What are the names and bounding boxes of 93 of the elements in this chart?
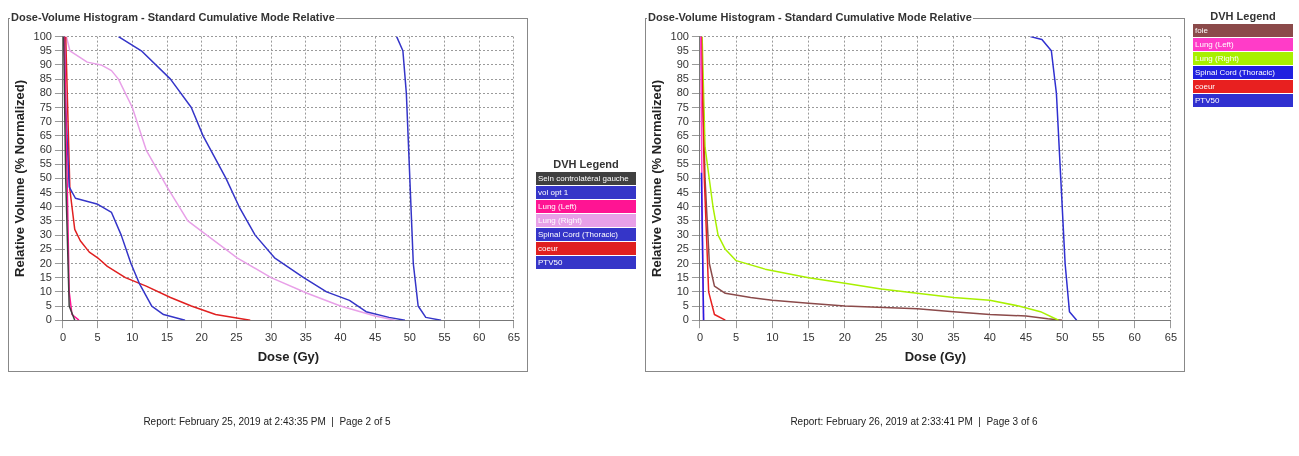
x-tick-label: 30 bbox=[264, 330, 278, 343]
text: coeur bbox=[536, 242, 636, 255]
x-tick-label: 45 bbox=[1019, 330, 1033, 343]
y-axis-title: Relative Volume (% Normalized) bbox=[12, 79, 28, 277]
x-tick-label: 15 bbox=[160, 330, 174, 343]
x-tick-label: 40 bbox=[983, 330, 996, 343]
y-tick-label: 5 bbox=[682, 299, 689, 312]
text: Lung (Left) bbox=[536, 200, 636, 213]
x-tick-label: 15 bbox=[802, 330, 815, 343]
x-tick-label: 25 bbox=[230, 330, 243, 343]
y-tick-label: 5 bbox=[45, 299, 52, 312]
x-axis-title: Dose (Gy) bbox=[257, 348, 320, 364]
y-tick-label: 90 bbox=[676, 57, 689, 70]
text: Lung (Right) bbox=[1193, 52, 1293, 65]
x-tick-label: 20 bbox=[195, 330, 208, 343]
x-tick-label: 10 bbox=[126, 330, 139, 343]
y-tick-label: 60 bbox=[676, 143, 689, 156]
y-tick-label: 20 bbox=[39, 256, 52, 269]
x-tick-label: 0 bbox=[696, 330, 704, 343]
text: Sein controlatéral gauche bbox=[536, 172, 636, 185]
x-tick-label: 60 bbox=[473, 330, 486, 343]
x-tick-label: 5 bbox=[94, 330, 101, 343]
y-tick-label: 75 bbox=[676, 100, 689, 113]
x-tick-label: 35 bbox=[299, 330, 312, 343]
y-tick-label: 70 bbox=[39, 114, 52, 127]
x-tick-label: 25 bbox=[874, 330, 888, 343]
y-tick-label: 65 bbox=[676, 128, 689, 141]
y-tick-label: 95 bbox=[676, 43, 689, 56]
x-tick-label: 65 bbox=[507, 330, 521, 343]
text: Spinal Cord (Thoracic) bbox=[1193, 66, 1293, 79]
x-tick-label: 0 bbox=[59, 330, 67, 343]
text: coeur bbox=[1193, 80, 1293, 93]
x-tick-label: 45 bbox=[369, 330, 382, 343]
text: Report: February 26, 2019 at 2:33:41 PM | Page 3 of 6 bbox=[789, 416, 1039, 427]
text: PTV50 bbox=[536, 256, 636, 269]
x-tick-label: 10 bbox=[766, 330, 779, 343]
y-tick-label: 15 bbox=[39, 270, 52, 283]
y-tick-label: 45 bbox=[676, 185, 689, 198]
y-tick-label: 25 bbox=[39, 242, 52, 255]
y-tick-label: 65 bbox=[39, 128, 52, 141]
y-tick-label: 55 bbox=[39, 157, 52, 170]
x-tick-label: 65 bbox=[1164, 330, 1178, 343]
y-tick-label: 85 bbox=[676, 72, 689, 85]
y-tick-label: 25 bbox=[676, 242, 689, 255]
x-tick-label: 35 bbox=[947, 330, 960, 343]
text: Lung (Right) bbox=[536, 214, 636, 227]
text: foie bbox=[1193, 24, 1293, 37]
y-tick-label: 20 bbox=[676, 256, 689, 269]
y-tick-label: 10 bbox=[676, 284, 689, 297]
y-tick-label: 90 bbox=[39, 57, 52, 70]
y-tick-label: 85 bbox=[39, 72, 52, 85]
x-tick-label: 55 bbox=[1092, 330, 1105, 343]
y-tick-label: 45 bbox=[39, 185, 52, 198]
y-tick-label: 35 bbox=[39, 213, 52, 226]
y-tick-label: 70 bbox=[676, 114, 689, 127]
y-tick-label: 50 bbox=[39, 171, 52, 184]
chart-title: Dose-Volume Histogram - Standard Cumulative Mode Relative bbox=[10, 11, 336, 23]
x-axis-title: Dose (Gy) bbox=[904, 348, 967, 364]
y-tick-label: 80 bbox=[676, 86, 689, 99]
legend-title: DVH Legend bbox=[552, 158, 620, 170]
x-tick-label: 40 bbox=[334, 330, 347, 343]
y-tick-label: 75 bbox=[39, 100, 52, 113]
y-axis-title: Relative Volume (% Normalized) bbox=[649, 79, 665, 277]
y-tick-label: 30 bbox=[676, 228, 689, 241]
legend-title: DVH Legend bbox=[1209, 10, 1277, 22]
x-tick-label: 20 bbox=[838, 330, 851, 343]
x-tick-label: 30 bbox=[911, 330, 924, 343]
y-tick-label: 55 bbox=[676, 157, 689, 170]
x-tick-label: 50 bbox=[403, 330, 416, 343]
text: Spinal Cord (Thoracic) bbox=[536, 228, 636, 241]
x-tick-label: 50 bbox=[1056, 330, 1069, 343]
y-tick-label: 100 bbox=[670, 29, 689, 42]
y-tick-label: 10 bbox=[39, 284, 52, 297]
x-tick-label: 55 bbox=[438, 330, 451, 343]
y-tick-label: 0 bbox=[682, 313, 689, 326]
y-tick-label: 50 bbox=[676, 171, 689, 184]
text: Report: February 25, 2019 at 2:43:35 PM | Page 2 of 5 bbox=[142, 416, 392, 427]
x-tick-label: 5 bbox=[733, 330, 740, 343]
y-tick-label: 15 bbox=[676, 270, 689, 283]
y-tick-label: 40 bbox=[676, 199, 689, 212]
y-tick-label: 80 bbox=[39, 86, 52, 99]
chart-title: Dose-Volume Histogram - Standard Cumulative Mode Relative bbox=[647, 11, 973, 23]
text: PTV50 bbox=[1193, 94, 1293, 107]
y-tick-label: 30 bbox=[39, 228, 52, 241]
y-tick-label: 95 bbox=[39, 43, 52, 56]
y-tick-label: 35 bbox=[676, 213, 689, 226]
text: Lung (Left) bbox=[1193, 38, 1293, 51]
x-tick-label: 60 bbox=[1128, 330, 1141, 343]
y-tick-label: 40 bbox=[39, 199, 52, 212]
y-tick-label: 60 bbox=[39, 143, 52, 156]
text: vol opt 1 bbox=[536, 186, 636, 199]
y-tick-label: 100 bbox=[33, 29, 52, 42]
y-tick-label: 0 bbox=[45, 313, 52, 326]
